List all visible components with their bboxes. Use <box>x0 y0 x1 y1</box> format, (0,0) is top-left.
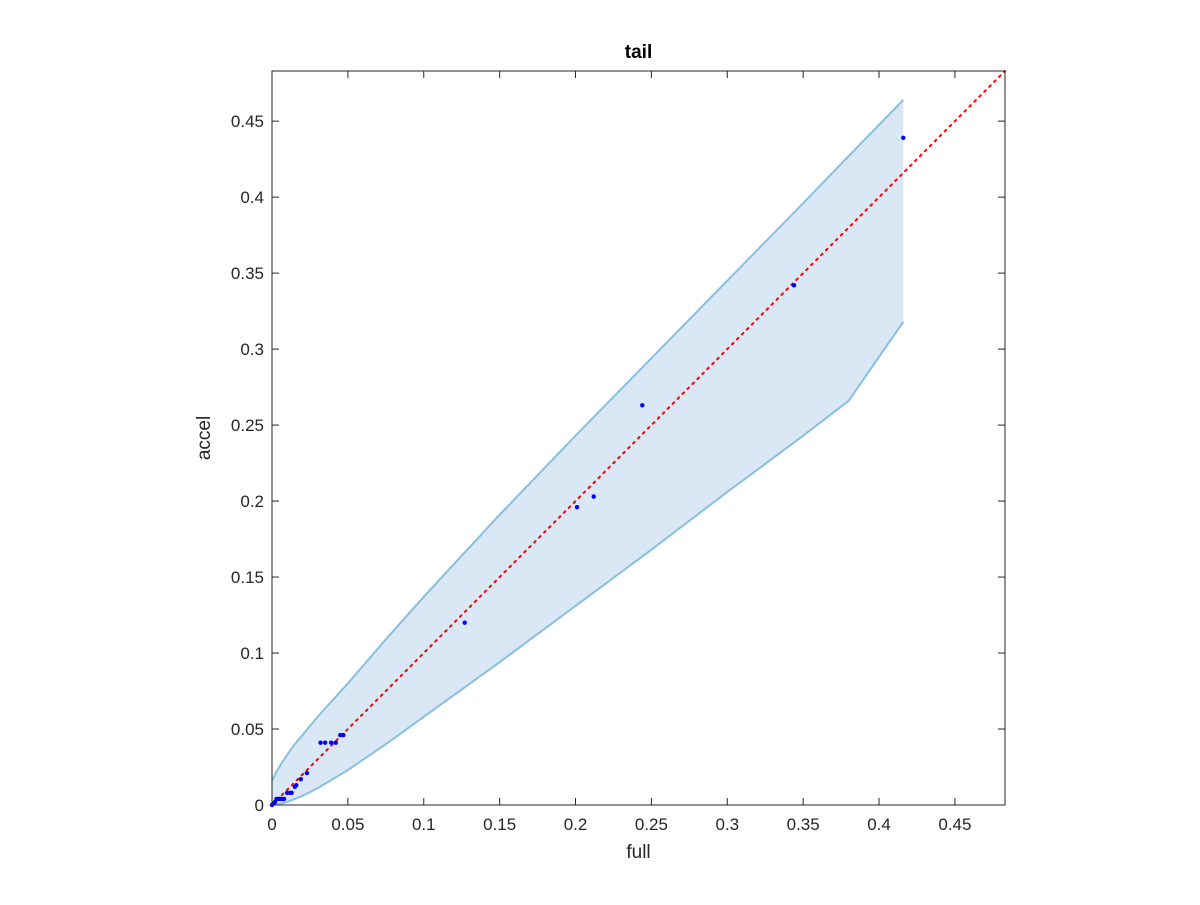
y-axis-ticks: 0 0.05 0.1 0.15 0.2 0.25 0.3 0.35 0.4 0.45 <box>231 112 1005 815</box>
y-tick-label: 0.25 <box>231 416 264 435</box>
x-tick-label: 0.15 <box>483 815 516 834</box>
data-point <box>591 494 596 499</box>
x-tick-label: 0.05 <box>331 815 364 834</box>
reference-line <box>271 70 1006 806</box>
data-point <box>304 770 310 776</box>
data-point <box>322 740 328 745</box>
y-tick-label: 0.35 <box>231 264 264 283</box>
data-point <box>341 732 346 738</box>
band-fill <box>272 99 904 806</box>
y-tick-label: 0.1 <box>240 644 264 663</box>
identity-line <box>271 70 1006 806</box>
data-point <box>289 790 294 796</box>
data-point <box>338 732 343 738</box>
y-tick-label: 0.2 <box>240 492 264 511</box>
x-tick-label: 0.25 <box>635 815 668 834</box>
x-tick-label: 0.2 <box>564 815 588 834</box>
y-tick-label: 0.05 <box>231 720 264 739</box>
data-point <box>640 403 645 408</box>
y-tick-label: 0.3 <box>240 340 264 359</box>
data-point <box>298 776 304 782</box>
y-tick-label: 0.15 <box>231 568 264 587</box>
y-axis-label: accel <box>194 416 215 460</box>
y-tick-label: 0.45 <box>231 112 264 131</box>
y-tick-label: 0.4 <box>240 188 264 207</box>
x-tick-label: 0 <box>267 815 276 834</box>
data-point <box>333 740 338 745</box>
y-tick-label: 0 <box>255 796 264 815</box>
data-point <box>294 783 299 788</box>
confidence-band <box>271 99 905 806</box>
chart-title: tail <box>625 42 652 63</box>
data-point <box>791 283 797 288</box>
data-point <box>318 740 323 745</box>
data-point <box>901 135 906 141</box>
x-tick-label: 0.4 <box>867 815 891 834</box>
band-lower-edge <box>271 321 905 806</box>
x-tick-label: 0.3 <box>715 815 739 834</box>
data-point <box>462 620 467 625</box>
data-point <box>328 740 334 745</box>
data-point <box>574 504 580 510</box>
plot-area-border <box>271 70 1006 806</box>
data-point <box>281 796 287 802</box>
data-point <box>284 790 290 796</box>
x-axis-ticks: 0 0.05 0.1 0.15 0.2 0.25 0.3 0.35 0.4 0.45 <box>267 71 971 834</box>
x-tick-label: 0.1 <box>412 815 436 834</box>
band-upper-edge <box>271 99 905 782</box>
data-points <box>269 135 906 808</box>
x-tick-label: 0.35 <box>787 815 820 834</box>
x-axis-label: full <box>626 842 650 863</box>
x-tick-label: 0.45 <box>938 815 971 834</box>
